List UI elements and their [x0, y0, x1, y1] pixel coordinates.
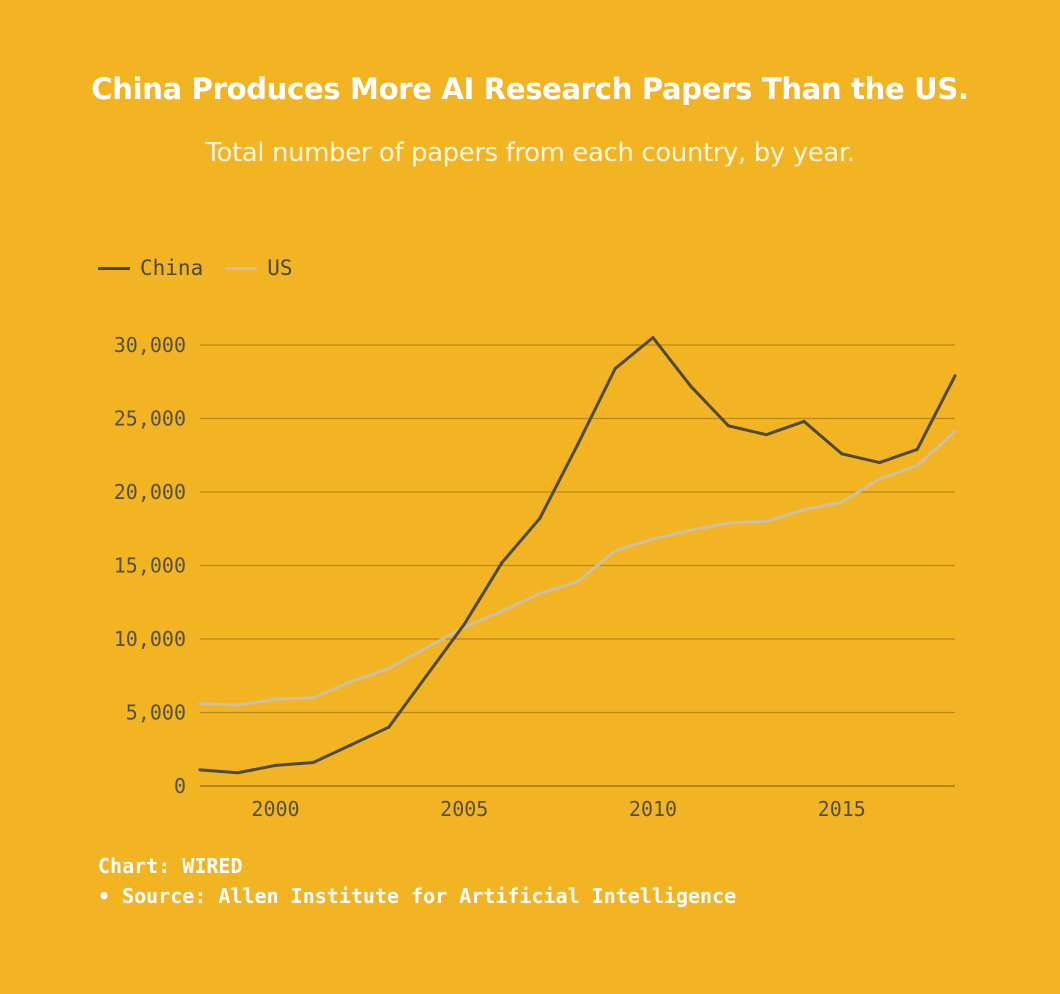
data-point-china: [462, 622, 466, 626]
data-point-us: [500, 609, 504, 613]
y-tick-label: 10,000: [114, 627, 186, 651]
data-point-china: [953, 374, 957, 378]
y-tick-label: 25,000: [114, 407, 186, 431]
data-point-china: [538, 516, 542, 520]
data-point-china: [311, 760, 315, 764]
data-point-us: [953, 430, 957, 434]
data-point-us: [425, 646, 428, 650]
data-point-us: [198, 702, 202, 706]
data-point-us: [387, 666, 391, 670]
chart-credit: Chart: WIRED: [98, 854, 243, 878]
data-point-us: [651, 537, 655, 541]
x-axis-ticks: 2000 2005 2010 2015: [251, 797, 865, 821]
y-tick-label: 30,000: [114, 333, 186, 357]
x-tick-label: 2005: [440, 797, 488, 821]
data-point-china: [915, 447, 919, 451]
data-point-china: [500, 561, 504, 565]
y-tick-label: 5,000: [126, 701, 186, 725]
gridlines: [200, 344, 955, 787]
data-point-us: [878, 477, 881, 481]
data-point-china: [198, 768, 202, 772]
legend-swatch-china: [98, 266, 130, 270]
data-point-china: [387, 725, 391, 729]
data-point-china: [802, 419, 806, 423]
data-point-us: [764, 519, 768, 523]
data-point-us: [689, 528, 693, 532]
y-tick-label: 15,000: [114, 554, 186, 578]
x-tick-label: 2000: [251, 797, 299, 821]
data-point-us: [311, 696, 315, 700]
series-line-us: [198, 430, 957, 707]
data-point-china: [236, 771, 240, 775]
footer: Chart: WIRED • Source: Allen Institute f…: [98, 851, 736, 911]
data-point-us: [274, 697, 277, 701]
data-point-us: [840, 500, 844, 504]
data-point-us: [576, 580, 579, 584]
data-point-china: [613, 367, 617, 371]
data-point-china: [651, 336, 655, 340]
data-point-china: [878, 461, 881, 465]
y-tick-label: 0: [174, 774, 186, 798]
legend-swatch-us: [225, 266, 258, 270]
data-point-china: [840, 452, 844, 456]
data-point-us: [802, 508, 806, 512]
data-point-china: [576, 443, 579, 447]
source-note: • Source: Allen Institute for Artificial…: [98, 884, 737, 908]
y-tick-label: 20,000: [114, 480, 186, 504]
data-point-china: [764, 433, 768, 437]
data-point-us: [236, 703, 240, 707]
chart-subtitle: Total number of papers from each country…: [205, 138, 855, 168]
series-lines: [198, 336, 957, 775]
series-line-china: [198, 336, 957, 775]
data-point-us: [727, 521, 730, 525]
x-tick-label: 2010: [629, 797, 677, 821]
chart-title: China Produces More AI Research Papers T…: [91, 72, 969, 106]
data-point-china: [727, 424, 730, 428]
legend: China US: [98, 256, 315, 280]
data-point-us: [538, 591, 542, 595]
legend-item-china: China: [98, 256, 203, 280]
legend-label-china: China: [140, 256, 204, 280]
data-point-china: [274, 763, 277, 767]
data-point-us: [915, 464, 919, 468]
legend-item-us: US: [225, 256, 293, 280]
data-point-china: [689, 384, 693, 388]
y-axis-ticks: 0 5,000 10,000 15,000 20,000 25,000 30,000: [114, 333, 186, 798]
legend-label-us: US: [267, 256, 293, 280]
data-point-us: [349, 680, 353, 684]
data-point-china: [349, 743, 353, 747]
data-point-us: [613, 549, 617, 553]
data-point-china: [425, 674, 428, 678]
x-tick-label: 2015: [818, 797, 866, 821]
